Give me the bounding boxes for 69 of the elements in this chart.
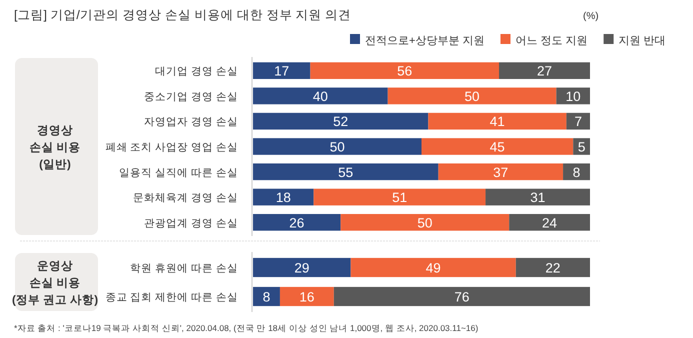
data-label: 40 — [312, 88, 328, 104]
legend-label: 지원 반대 — [618, 35, 666, 47]
y-tick-label: 종교 집회 제한에 따른 손실 — [105, 292, 238, 304]
data-label: 37 — [493, 164, 508, 180]
bar — [253, 62, 310, 79]
bar — [310, 62, 500, 79]
y-tick-label: 자영업자 경영 손실 — [144, 116, 238, 128]
bar — [314, 188, 486, 206]
bar — [388, 88, 556, 104]
bar — [253, 258, 351, 278]
legend-label: 어느 정도 지원 — [515, 35, 588, 47]
bar — [253, 188, 314, 206]
bar — [253, 138, 422, 155]
bar — [422, 138, 574, 155]
data-label: 50 — [330, 140, 345, 154]
legend-label: 전적으로+상당부분 지원 — [365, 35, 484, 47]
y-tick-label: 중소기업 경영 손실 — [144, 90, 238, 103]
y-tick-label: 대기업 경영 손실 — [155, 66, 238, 78]
text: *자료 출처 : '코로나19 극복과 사회적 신뢰', 2020.04.08, (전국 만 18세 이상 성인 남녀 1,000명, 웹 조사, 2020.03.11~16) — [14, 323, 478, 333]
bar — [438, 163, 564, 180]
data-label: 50 — [417, 215, 432, 230]
data-label: 26 — [289, 215, 304, 230]
data-label: 31 — [530, 190, 546, 206]
bar — [253, 286, 280, 306]
data-label: 5 — [578, 140, 586, 154]
data-label: 7 — [574, 114, 582, 130]
text: (%) — [583, 11, 599, 22]
bar — [516, 258, 590, 278]
data-label: 76 — [454, 290, 470, 304]
data-label: 41 — [490, 114, 505, 130]
y-tick-label: 폐쇄 조치 사업장 영업 손실 — [105, 142, 238, 154]
data-label: 51 — [392, 190, 408, 206]
bar — [340, 214, 510, 231]
data-label: 29 — [294, 260, 310, 276]
bar — [509, 214, 590, 231]
data-label: 22 — [545, 260, 560, 276]
data-label: 49 — [426, 260, 441, 276]
y-tick-label: 관광업계 경영 손실 — [144, 217, 238, 230]
text: 운영상 손실 비용 (정부 권고 사항) — [12, 260, 98, 306]
bar — [428, 112, 566, 130]
data-label: 16 — [299, 290, 314, 304]
text: 경영상 손실 비용 (일반) — [29, 124, 81, 171]
data-label: 27 — [536, 64, 552, 79]
bar — [253, 112, 428, 130]
bar — [556, 88, 590, 104]
bar — [253, 214, 341, 231]
data-label: 10 — [566, 88, 581, 104]
y-tick-label: 일용직 실직에 따른 손실 — [119, 166, 238, 179]
bar — [253, 88, 388, 104]
data-label: 8 — [262, 290, 270, 304]
y-tick-label: 학원 휴원에 따른 손실 — [130, 262, 238, 274]
bar — [566, 112, 590, 130]
bar — [350, 258, 516, 278]
bar — [499, 62, 590, 79]
text: [그림] 기업/기관의 경영상 손실 비용에 대한 정부 지원 의견 — [14, 8, 352, 22]
data-label: 55 — [338, 164, 354, 180]
data-label: 45 — [490, 140, 505, 154]
data-label: 56 — [397, 64, 412, 79]
bar — [486, 188, 590, 206]
data-label: 50 — [464, 88, 480, 104]
bar — [280, 286, 334, 306]
data-label: 18 — [276, 190, 291, 206]
y-tick-label: 문화체육계 경영 손실 — [133, 192, 238, 204]
data-label: 52 — [333, 114, 348, 130]
data-label: 8 — [572, 164, 580, 180]
bar — [334, 286, 590, 306]
bar — [253, 163, 438, 180]
data-label: 17 — [274, 64, 290, 79]
data-label: 24 — [542, 215, 558, 230]
